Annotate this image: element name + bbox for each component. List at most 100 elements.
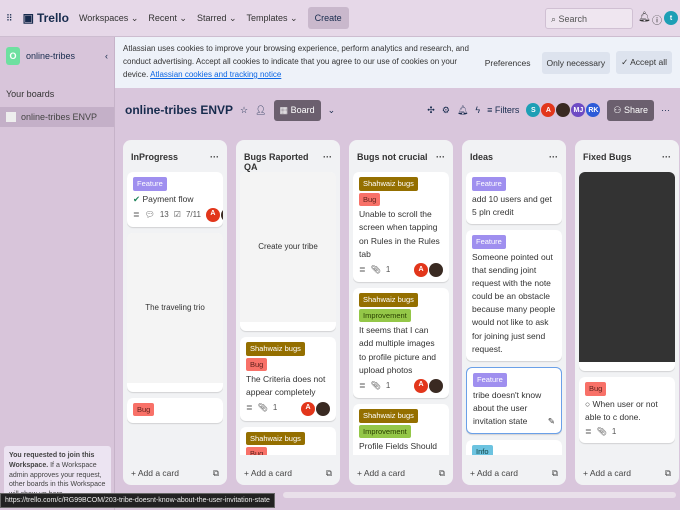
card[interactable]: Shahwaiz bugsBug The Criteria does not ap… [240, 337, 336, 421]
card[interactable]: Feature add 10 users and get 5 pln credit [466, 172, 562, 224]
card-label[interactable]: Bug [359, 192, 381, 207]
card-label[interactable]: Info [472, 445, 493, 455]
member-avatar[interactable]: S [526, 103, 541, 117]
card-title: Someone pointed out that sending joint r… [472, 251, 556, 354]
star-icon[interactable]: ☆ [240, 104, 249, 115]
card-cover-image: The traveling trio [127, 232, 223, 383]
add-card-button[interactable]: + Add a card ⧉ [470, 468, 558, 478]
template-icon[interactable]: ⧉ [664, 468, 671, 478]
filters-button[interactable]: ≡ Filters [487, 105, 520, 115]
add-card-button[interactable]: + Add a card ⧉ [131, 468, 219, 478]
incomplete-circle-icon[interactable]: ○ [585, 398, 591, 409]
add-card-button[interactable]: + Add a card ⧉ [583, 468, 671, 478]
chevron-down-icon[interactable]: ⌄ [327, 104, 336, 115]
card[interactable] [579, 172, 675, 371]
card-label[interactable]: Improvement [359, 424, 411, 439]
nav-starred[interactable]: Starred ⌄ [196, 12, 237, 23]
apps-grid-icon[interactable]: ⠿ [6, 12, 13, 23]
automation-icon[interactable]: ⚙ [441, 104, 450, 115]
card[interactable]: Feature ✔ Payment flow ≣ 💬︎ 13 ☑ 7/11 A [127, 172, 223, 227]
notify-icon[interactable]: 🔔︎ [456, 104, 469, 115]
card-label[interactable]: Shahwaiz bugs [359, 408, 418, 423]
check-complete-icon[interactable]: ✔ [133, 193, 141, 204]
visibility-icon[interactable]: 👤︎ [255, 104, 267, 115]
create-button[interactable]: Create [307, 7, 349, 29]
card-label[interactable]: Feature [472, 234, 506, 249]
nav-workspaces[interactable]: Workspaces ⌄ [78, 12, 139, 23]
your-boards-heading: Your boards [6, 89, 55, 99]
horizontal-scrollbar[interactable] [283, 492, 676, 498]
only-necessary-button[interactable]: Only necessary [541, 51, 611, 74]
member-avatar[interactable]: RK [586, 103, 601, 117]
card-label[interactable]: Bug [585, 382, 607, 396]
card-label[interactable]: Feature [473, 372, 507, 387]
card-label[interactable]: Improvement [359, 308, 411, 323]
add-card-button[interactable]: + Add a card ⧉ [357, 468, 445, 478]
list-title[interactable]: Fixed Bugs [583, 152, 632, 162]
comments-icon: 💬︎ [144, 209, 155, 219]
card-label[interactable]: Bug [133, 402, 155, 417]
card[interactable]: Shahwaiz bugsImprovement Profile Fields S… [353, 403, 449, 455]
card[interactable]: Create your tribe [240, 172, 336, 331]
search-input[interactable]: ⌕ Search [545, 8, 633, 29]
card[interactable]: Feature Someone pointed out that sending … [466, 229, 562, 361]
card-label[interactable]: Bug [246, 357, 268, 372]
member-avatar[interactable]: MJ [571, 103, 586, 117]
card[interactable]: Shahwaiz bugsImprovement It seems that I … [353, 287, 449, 398]
list-title[interactable]: InProgress [131, 152, 179, 162]
template-icon[interactable]: ⧉ [551, 468, 558, 478]
card[interactable]: InfoNaming the screens in figma [466, 440, 562, 455]
template-icon[interactable]: ⧉ [438, 468, 445, 478]
card-title: The Criteria does not appear completely [246, 374, 326, 398]
list-menu-icon[interactable]: ··· [662, 152, 671, 162]
nav-recent[interactable]: Recent ⌄ [148, 12, 187, 23]
list-title[interactable]: Bugs Raported QA [244, 152, 309, 172]
card[interactable]: The traveling trio [127, 232, 223, 392]
card[interactable]: Shahwaiz bugsBugContinue Button Gets Dis… [240, 426, 336, 455]
help-icon[interactable]: ⓘ [652, 16, 662, 27]
list-title[interactable]: Bugs not crucial [357, 152, 428, 162]
card[interactable]: Feature tribe doesn't know about the user… [466, 366, 562, 435]
notifications-icon[interactable]: 🔔︎ [638, 12, 651, 23]
card-label[interactable]: Bug [246, 447, 268, 455]
member-avatar: A [205, 207, 220, 222]
list-menu-icon[interactable]: ··· [549, 152, 558, 162]
cookie-notice-link[interactable]: Atlassian cookies and tracking notice [150, 69, 282, 79]
template-icon[interactable]: ⧉ [325, 468, 332, 478]
board-title[interactable]: online-tribes ENVP [125, 103, 234, 117]
preferences-button[interactable]: Preferences [484, 57, 531, 68]
card[interactable]: Bug ○ When user or not able to c done. ≣ 📎︎… [579, 377, 675, 444]
bolt-icon[interactable]: ϟ [475, 105, 481, 115]
nav-templates[interactable]: Templates ⌄ [246, 12, 298, 23]
user-avatar[interactable]: t [664, 11, 678, 25]
card-label[interactable]: Feature [133, 177, 167, 191]
accept-all-button[interactable]: ✓ Accept all [616, 51, 672, 74]
member-avatar[interactable] [556, 103, 571, 117]
card-label[interactable]: Shahwaiz bugs [359, 177, 418, 191]
card-label[interactable]: Shahwaiz bugs [359, 292, 418, 307]
card-label[interactable]: Shahwaiz bugs [246, 431, 305, 446]
description-icon: ≣ [359, 264, 366, 274]
list-menu-icon[interactable]: ··· [436, 152, 445, 162]
sidebar-board-item[interactable]: online-tribes ENVP [0, 107, 114, 127]
card-cover-image: Create your tribe [240, 172, 336, 322]
card[interactable]: Shahwaiz bugsBug Unable to scroll the scr… [353, 172, 449, 282]
member-avatar[interactable]: A [541, 103, 556, 117]
list-menu-icon[interactable]: ··· [210, 152, 219, 162]
card-label[interactable]: Shahwaiz bugs [246, 342, 305, 356]
more-icon[interactable]: ··· [661, 105, 670, 115]
card[interactable]: Bug [127, 397, 223, 424]
member-photo-avatar [316, 401, 330, 416]
list-menu-icon[interactable]: ··· [323, 152, 332, 162]
template-icon[interactable]: ⧉ [212, 468, 219, 478]
add-card-button[interactable]: + Add a card ⧉ [244, 468, 332, 478]
list-title[interactable]: Ideas [470, 152, 494, 162]
board-header: online-tribes ENVP ☆ 👤︎ ▦ Board ⌄ ✣ ⚙ 🔔︎… [115, 90, 680, 130]
collapse-sidebar-icon[interactable]: ‹ [105, 51, 108, 61]
share-button[interactable]: ⚇ Share [607, 99, 654, 121]
edit-icon[interactable]: ✎ [547, 415, 555, 426]
trello-logo[interactable]: ▣ Trello [22, 11, 69, 25]
power-ups-icon[interactable]: ✣ [427, 104, 435, 115]
card-label[interactable]: Feature [472, 177, 506, 191]
board-view-button[interactable]: ▦ Board [273, 99, 321, 121]
